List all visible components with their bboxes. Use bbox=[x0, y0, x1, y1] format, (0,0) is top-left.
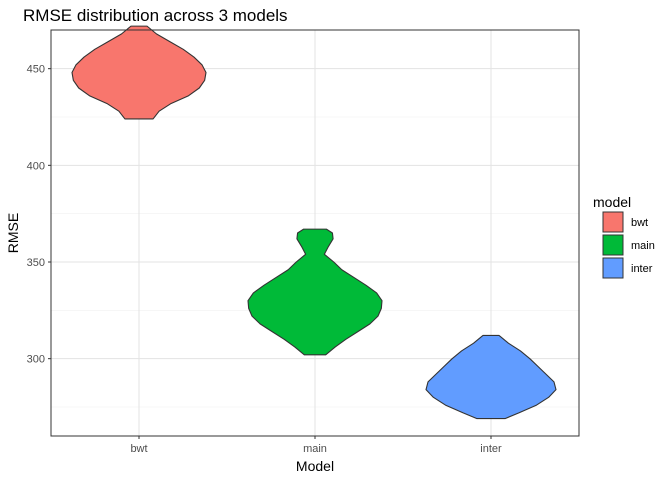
legend-label-bwt: bwt bbox=[631, 217, 648, 229]
x-axis: bwt main inter bbox=[130, 436, 502, 455]
y-axis-title: RMSE bbox=[5, 213, 21, 253]
violins bbox=[71, 25, 557, 420]
x-axis-title: Model bbox=[296, 458, 334, 474]
y-tick-label: 400 bbox=[27, 160, 45, 172]
x-tick-label-bwt: bwt bbox=[130, 443, 147, 455]
chart-title: RMSE distribution across 3 models bbox=[23, 6, 288, 25]
legend-key-main bbox=[602, 234, 624, 256]
violin-inter bbox=[425, 334, 557, 420]
x-tick-label-inter: inter bbox=[480, 443, 502, 455]
x-tick-label-main: main bbox=[303, 443, 327, 455]
violin-bwt bbox=[71, 25, 207, 120]
y-tick-label: 450 bbox=[27, 64, 45, 76]
legend-label-inter: inter bbox=[631, 263, 653, 275]
legend-key-inter bbox=[602, 257, 624, 279]
y-axis: 300 350 400 450 bbox=[27, 64, 51, 366]
y-tick-label: 300 bbox=[27, 354, 45, 366]
legend-title: model bbox=[593, 194, 631, 210]
legend-key-bwt bbox=[602, 211, 624, 233]
violin-main bbox=[247, 228, 383, 356]
legend-label-main: main bbox=[631, 240, 655, 252]
y-tick-label: 350 bbox=[27, 257, 45, 269]
legend: model bwt main inter bbox=[593, 194, 655, 279]
